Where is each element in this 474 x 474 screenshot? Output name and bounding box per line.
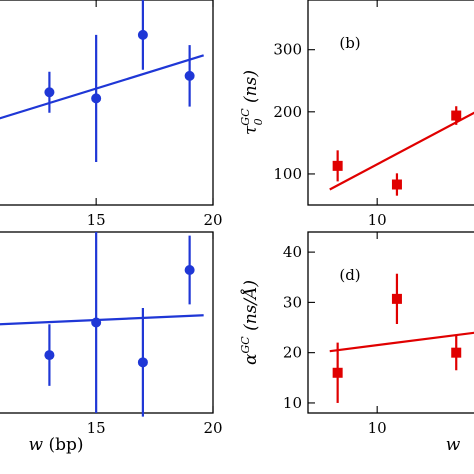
plot-frame	[0, 231, 214, 414]
y-tick-label: 20	[283, 344, 302, 362]
data-point	[91, 317, 102, 328]
data-point	[44, 350, 55, 361]
x-tick-label: 10	[368, 211, 387, 229]
x-axis-label: w (bp)	[29, 435, 84, 455]
fit-line	[329, 331, 474, 353]
x-tick-label: 20	[203, 419, 222, 437]
data-point	[451, 347, 462, 358]
x-tick-label: 15	[87, 419, 106, 437]
y-tick-label: 30	[283, 293, 302, 311]
data-point	[91, 93, 102, 104]
data-point	[137, 357, 148, 368]
fit-line	[0, 54, 204, 120]
y-tick-label: 10	[283, 394, 302, 412]
data-point	[391, 179, 402, 190]
x-axis-label: w	[446, 435, 461, 455]
panel-a: 15 20	[0, 0, 223, 229]
data-point	[391, 293, 402, 304]
data-point	[332, 367, 343, 378]
fit-line	[329, 111, 474, 191]
panel-label: (b)	[339, 34, 360, 52]
x-tick-label: 15	[87, 211, 106, 229]
y-tick-label: 300	[273, 41, 302, 59]
data-point	[184, 70, 195, 81]
data-point	[184, 265, 195, 276]
y-axis-label: τGC0 (ns)	[239, 70, 265, 135]
plot-frame	[307, 231, 474, 414]
data-point	[332, 160, 343, 171]
y-tick-label: 40	[283, 243, 302, 261]
data-point	[451, 110, 462, 121]
data-point	[44, 87, 55, 98]
plot-frame	[0, 0, 214, 206]
y-axis-label: αGC (ns/Å)	[239, 280, 261, 365]
data-point	[137, 29, 148, 40]
panel-label: (d)	[339, 266, 360, 284]
x-tick-label: 10	[368, 419, 387, 437]
panel-d: 10 10 20 30 40 (d) αGC (ns/Å) w	[239, 231, 474, 455]
y-tick-label: 200	[273, 103, 302, 121]
x-tick-label: 20	[203, 211, 222, 229]
y-tick-label: 100	[273, 165, 302, 183]
fit-line	[0, 314, 204, 326]
panel-b: 10 100 200 300 (b) τGC0 (ns)	[239, 0, 474, 229]
plot-frame	[307, 0, 474, 206]
panel-c: 15 20 w (bp)	[0, 231, 223, 455]
